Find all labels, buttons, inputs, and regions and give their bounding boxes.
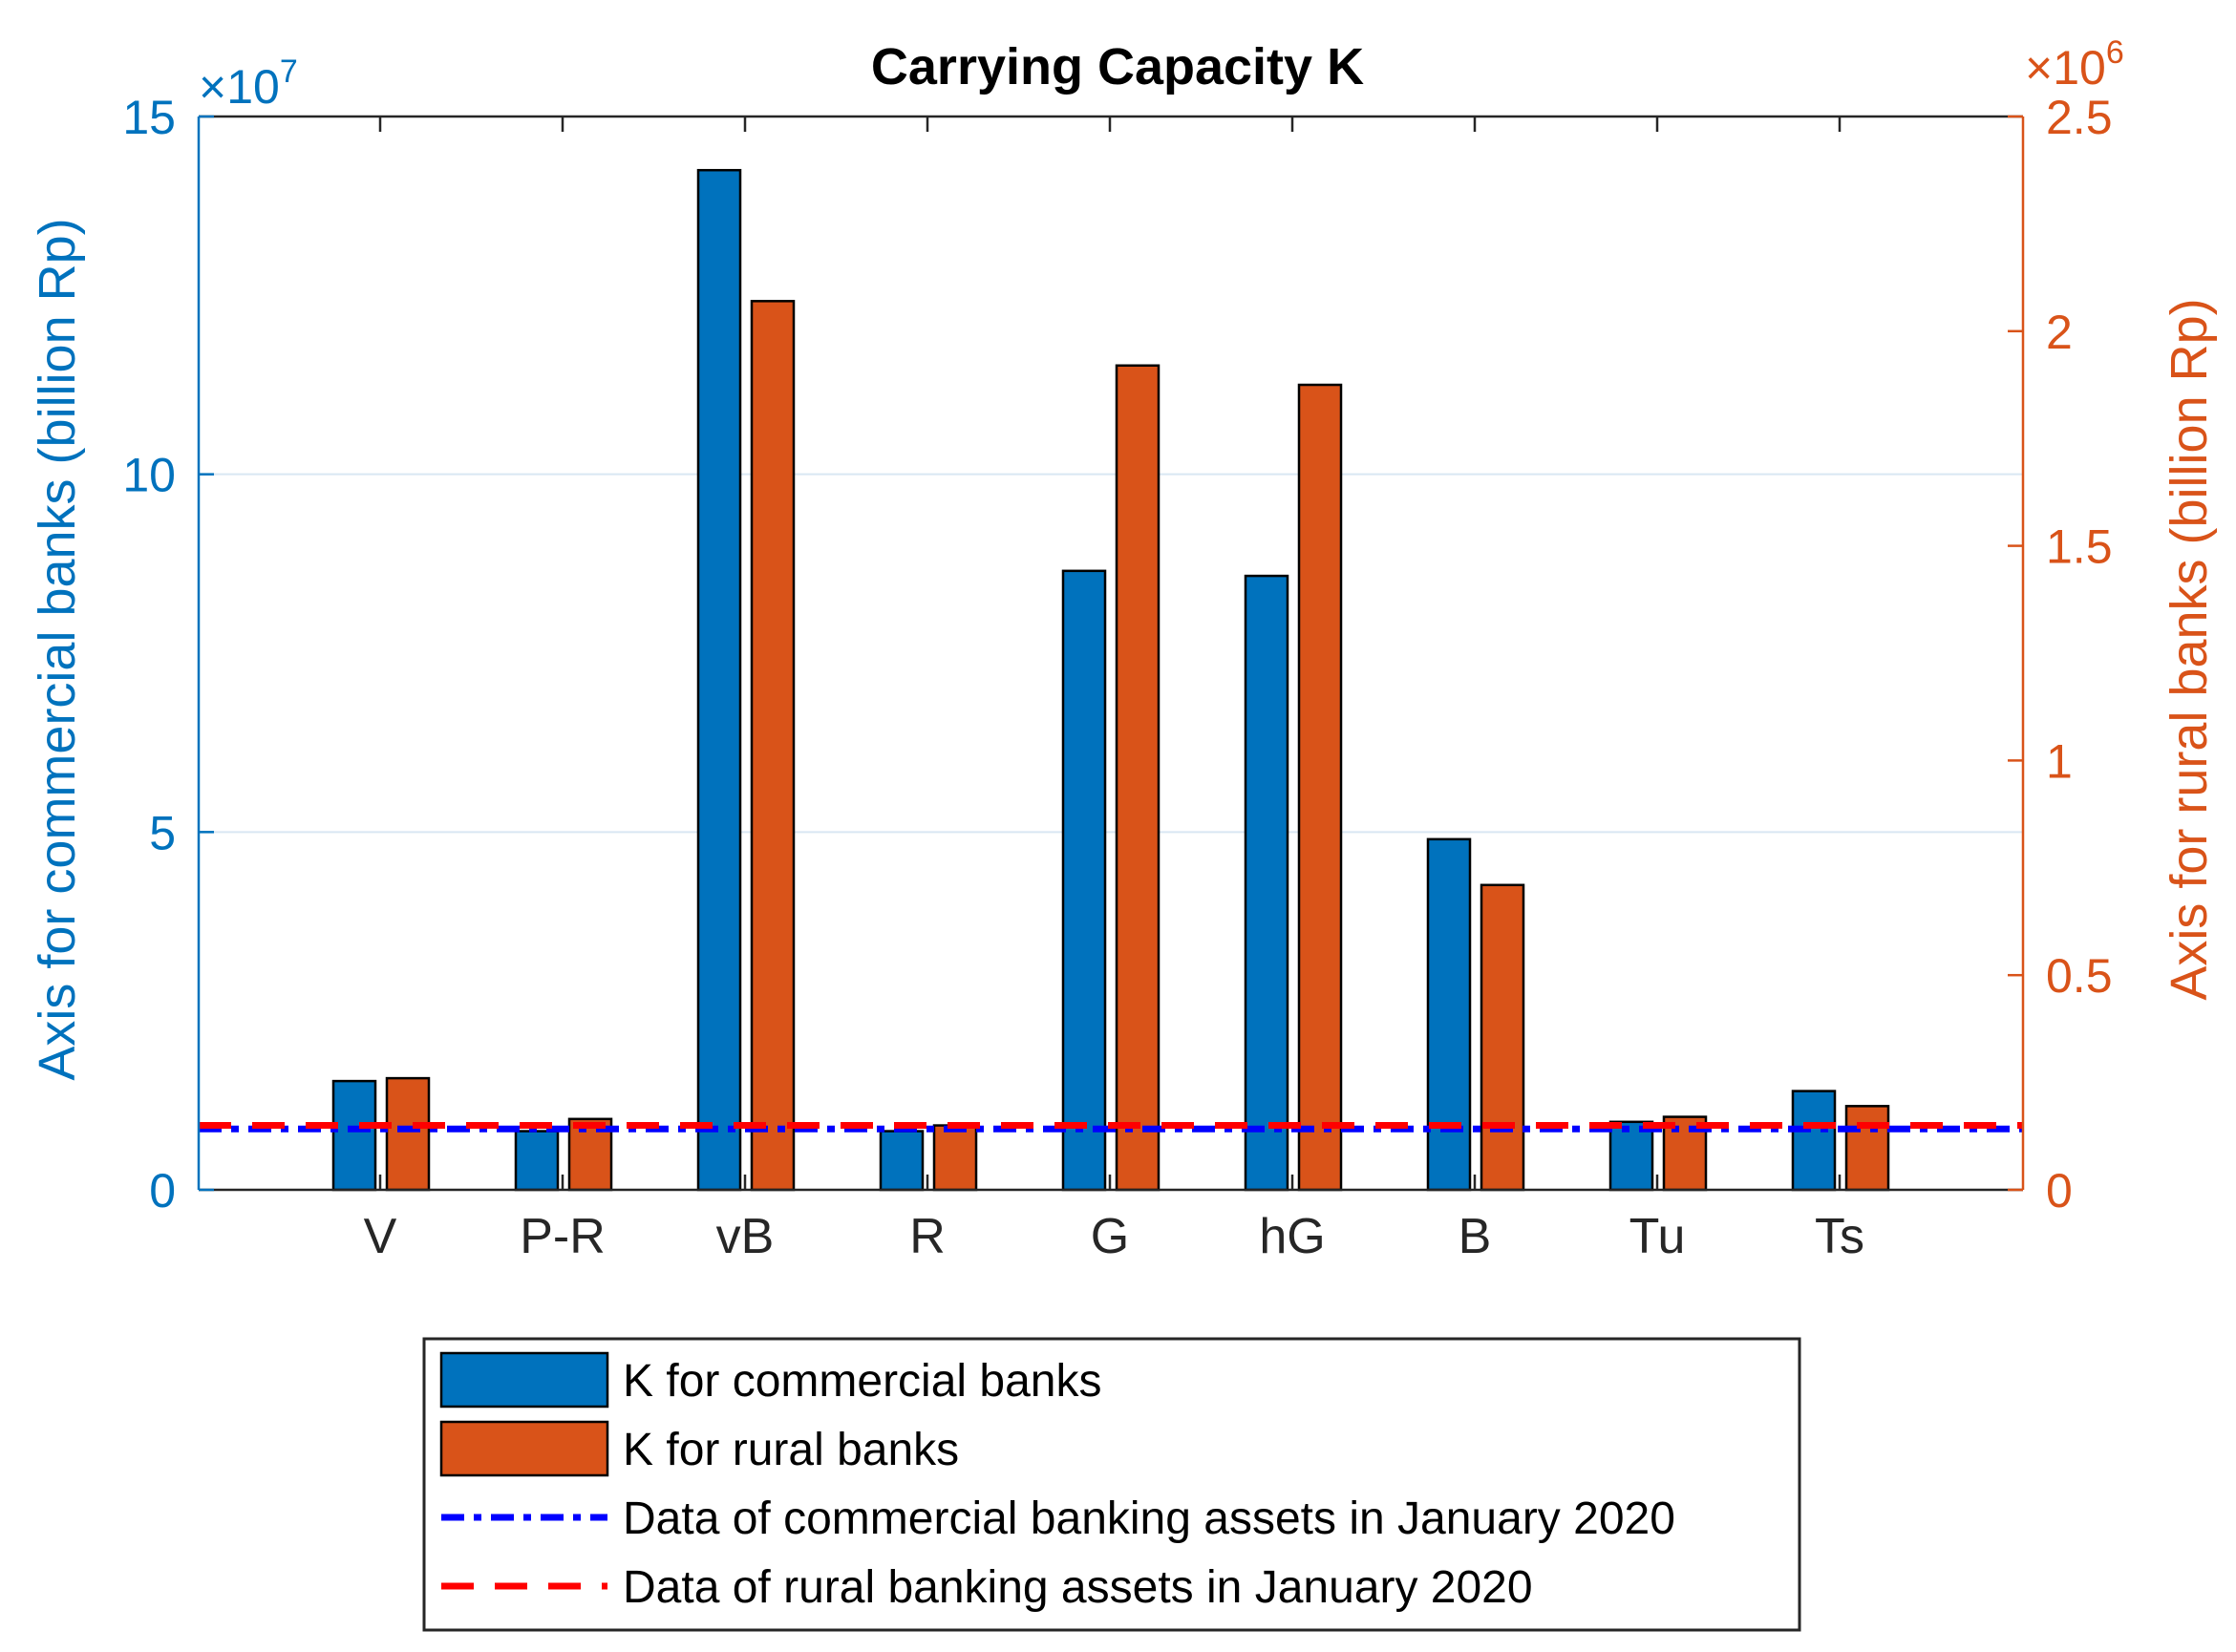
right-axis-label: Axis for rural banks (billion Rp): [2161, 298, 2218, 1000]
right-tick-label: 2: [2046, 306, 2073, 359]
bar-rural-V: [385, 1076, 431, 1192]
chart-title: Carrying Capacity K: [871, 38, 1364, 95]
x-tick-label: R: [909, 1209, 946, 1264]
reference-lines-layer: [199, 1122, 2023, 1133]
bar-commercial-V: [331, 1079, 377, 1192]
bar-commercial-Tu: [1608, 1120, 1654, 1192]
legend-item-rural-bars: K for rural banks: [439, 1420, 959, 1477]
x-tick-label: hG: [1259, 1209, 1325, 1264]
left-tick-label: 15: [122, 91, 176, 144]
bar-rural-B: [1480, 883, 1525, 1192]
left-tick-label: 0: [149, 1164, 176, 1218]
bar-commercial-P-R: [514, 1130, 560, 1192]
right-axis-exponent: ×106: [2025, 34, 2124, 95]
bar-commercial-R: [879, 1130, 925, 1192]
bar-rural-vB: [750, 300, 796, 1192]
x-tick-label: vB: [716, 1209, 775, 1264]
legend-items: K for commercial banks K for rural banks D…: [439, 1351, 1675, 1613]
x-tick-label: P-R: [520, 1209, 606, 1264]
legend-item-commercial-bars: K for commercial banks: [439, 1351, 1102, 1408]
legend-label: K for rural banks: [623, 1425, 959, 1475]
legend-item-rural-line: Data of rural banking assets in January …: [441, 1562, 1533, 1613]
bar-commercial-G: [1061, 569, 1107, 1192]
left-axis-exponent-base: ×10: [199, 60, 280, 114]
right-tick-label: 1.5: [2046, 520, 2113, 574]
legend-item-commercial-line: Data of commercial banking assets in Jan…: [441, 1493, 1675, 1544]
bars-layer: [331, 168, 1890, 1192]
legend: K for commercial banks K for rural banks D…: [422, 1337, 1801, 1632]
right-tick-label: 0: [2046, 1164, 2073, 1218]
left-tick-label: 5: [149, 806, 176, 859]
legend-swatch: [439, 1351, 609, 1408]
left-axis-label: Axis for commercial banks (billion Rp): [29, 218, 86, 1080]
right-tick-label: 2.5: [2046, 91, 2113, 144]
bar-commercial-Ts: [1791, 1090, 1837, 1192]
x-tick-label: Ts: [1815, 1209, 1864, 1264]
bar-rural-hG: [1297, 383, 1343, 1192]
x-tick-label: Tu: [1629, 1209, 1686, 1264]
bar-rural-R: [932, 1124, 978, 1192]
grid-layer: [199, 473, 2023, 834]
legend-label: Data of rural banking assets in January …: [623, 1562, 1533, 1613]
x-tick-label: V: [364, 1209, 397, 1264]
legend-label: Data of commercial banking assets in Jan…: [623, 1493, 1675, 1544]
right-axis-exponent-base: ×10: [2025, 41, 2106, 95]
left-tick-label: 10: [122, 449, 176, 502]
right-tick-label: 1: [2046, 734, 2073, 788]
left-axis-exponent-power: 7: [280, 53, 298, 90]
bar-rural-Ts: [1844, 1105, 1890, 1192]
right-axis-exponent-power: 6: [2106, 34, 2124, 71]
bar-commercial-vB: [696, 168, 742, 1192]
right-tick-label: 0.5: [2046, 949, 2113, 1003]
legend-swatch: [439, 1420, 609, 1477]
bar-commercial-B: [1426, 837, 1472, 1192]
legend-label: K for commercial banks: [623, 1356, 1102, 1407]
bar-rural-G: [1115, 364, 1161, 1192]
legend-box: [422, 1337, 1801, 1632]
left-axis-exponent: ×107: [199, 53, 298, 114]
x-tick-label: G: [1091, 1209, 1129, 1264]
x-tick-label: B: [1459, 1209, 1492, 1264]
bar-commercial-hG: [1244, 574, 1289, 1192]
